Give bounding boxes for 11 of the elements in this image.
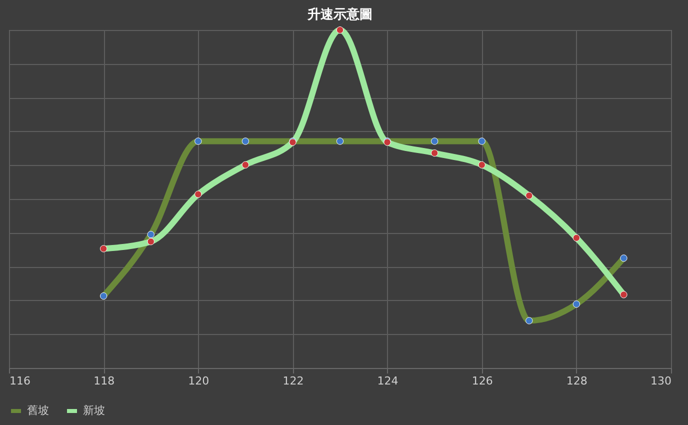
legend-label: 新坡	[83, 404, 105, 417]
x-tick-label: 126	[472, 374, 493, 388]
legend-label: 舊坡	[27, 404, 49, 417]
x-tick-label: 116	[10, 374, 30, 388]
x-tick-label: 122	[282, 374, 304, 388]
x-tick-label: 120	[188, 374, 210, 388]
x-tick-label: 124	[377, 374, 398, 388]
x-tick-label: 118	[94, 374, 115, 388]
x-tick-label: 130	[650, 374, 672, 388]
chart-title: 升速示意圖	[306, 6, 372, 23]
x-tick-label: 128	[566, 374, 588, 388]
